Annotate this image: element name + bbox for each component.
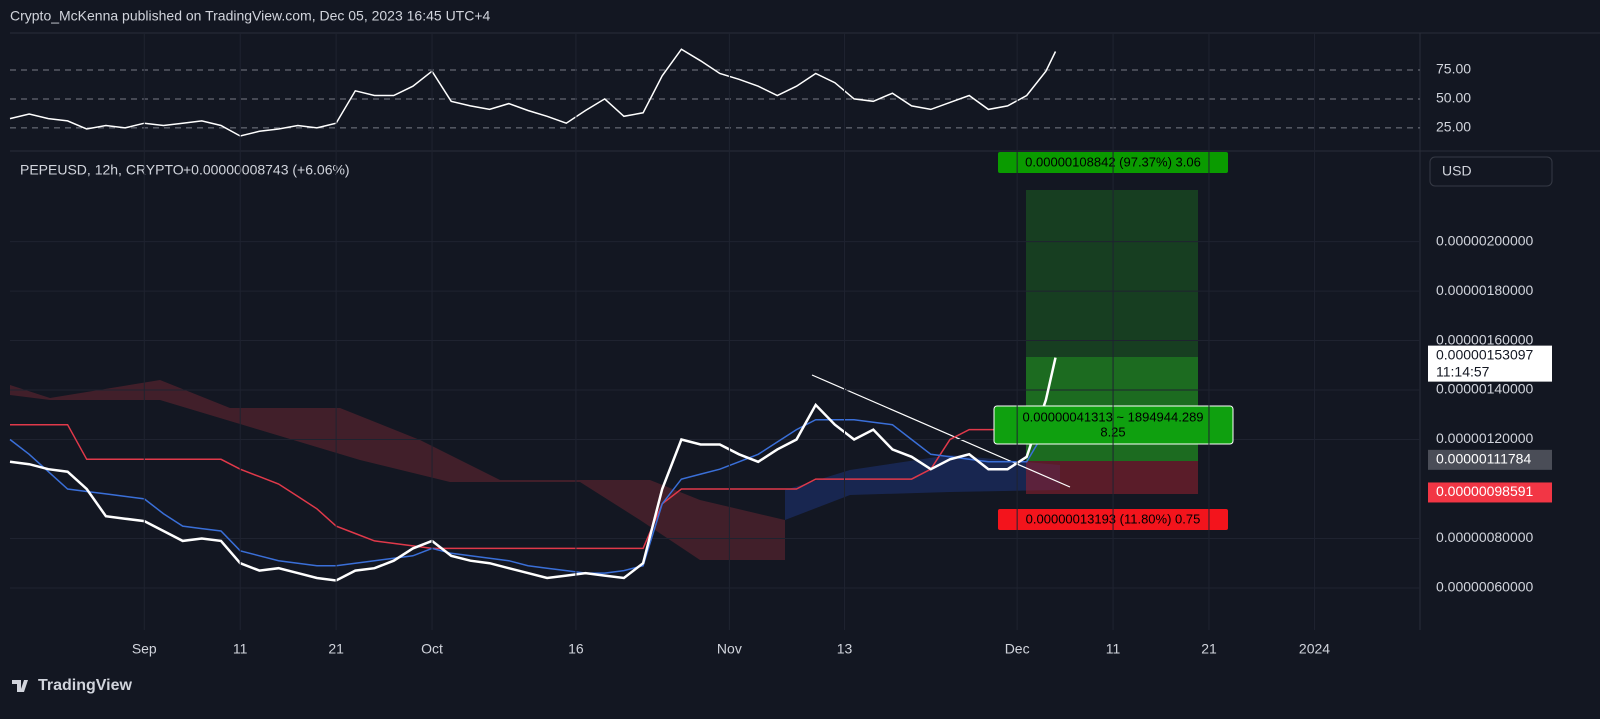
brand-logo <box>12 680 28 692</box>
x-tick-label: Dec <box>1005 641 1030 657</box>
x-tick-label: 11 <box>1106 641 1121 657</box>
y-tick-label: 0.00000140000 <box>1436 381 1534 397</box>
y-tick-label: 0.00000120000 <box>1436 430 1534 446</box>
y-tick-label: 0.00000080000 <box>1436 529 1534 545</box>
stop-zone <box>1026 461 1198 494</box>
price-tag <box>1428 482 1552 503</box>
series-line <box>9 418 1056 574</box>
x-tick-label: 16 <box>568 641 584 657</box>
x-tick-label: 2024 <box>1299 641 1330 657</box>
x-tick-label: Nov <box>717 641 742 657</box>
currency-button[interactable] <box>1429 156 1553 187</box>
x-tick-label: Sep <box>132 641 157 657</box>
y-tick-label: 0.00000200000 <box>1436 232 1534 248</box>
price-tag-label: 0.00000153097 <box>1436 346 1534 362</box>
price-tag-time: 11:14:57 <box>1436 363 1490 379</box>
series-line <box>9 357 1057 582</box>
price-tag-label: 0.00000111784 <box>1436 451 1531 467</box>
cloud <box>785 455 1060 520</box>
cloud <box>10 380 785 560</box>
y-tick-label: 50.00 <box>1436 90 1471 106</box>
trendline <box>811 374 1071 488</box>
y-tick-label: 25.00 <box>1436 119 1471 135</box>
x-tick-label: 21 <box>1201 641 1217 657</box>
brand-name: TradingView <box>38 677 133 694</box>
plot <box>9 48 1420 589</box>
y-tick-label: 0.00000060000 <box>1436 579 1534 595</box>
price-tag <box>1428 449 1552 470</box>
price-tag <box>1428 345 1552 382</box>
brand: TradingView <box>12 677 133 694</box>
x-tick-label: 13 <box>837 641 853 657</box>
x-tick-label: Oct <box>421 641 443 657</box>
x-tick-label: 21 <box>328 641 344 657</box>
header: Crypto_McKenna published on TradingView.… <box>10 8 491 24</box>
y-tick-label: 75.00 <box>1436 61 1471 77</box>
currency[interactable]: USD <box>1442 163 1472 179</box>
price-tag-label: 0.00000098591 <box>1436 483 1534 499</box>
series-line <box>9 48 1057 137</box>
x-tick-label: 11 <box>233 641 248 657</box>
y-tick-label: 0.00000180000 <box>1436 282 1534 298</box>
change: +0.00000008743 (+6.06%) <box>183 162 350 178</box>
symbol: PEPEUSD, 12h, CRYPTO <box>20 162 184 178</box>
y-tick-label: 0.00000160000 <box>1436 331 1534 347</box>
series-line <box>10 423 1056 550</box>
